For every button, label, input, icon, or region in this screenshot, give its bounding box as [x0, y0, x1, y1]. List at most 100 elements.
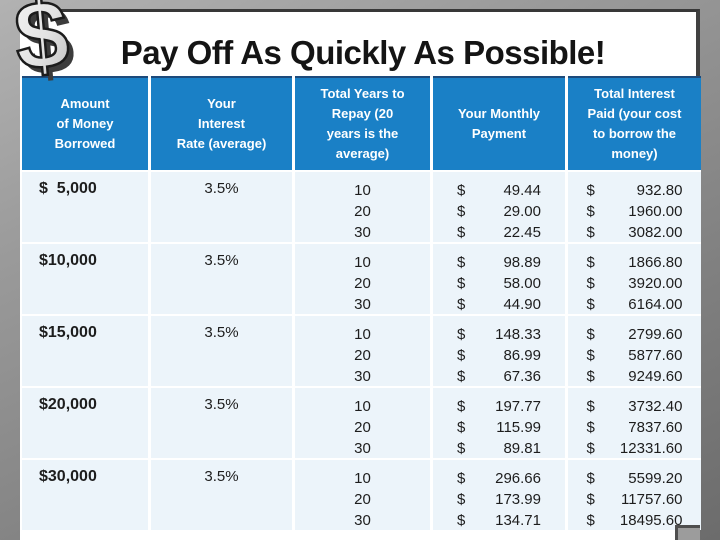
- value-line: $115.99: [457, 417, 541, 438]
- amount-value: 7837.60: [628, 419, 683, 436]
- year-value: 20: [354, 275, 371, 292]
- amount-value: 115.99: [496, 419, 541, 436]
- year-value: 10: [354, 326, 371, 343]
- amount-value: 9249.60: [628, 368, 683, 385]
- currency-symbol: $: [586, 419, 595, 436]
- value-line: $12331.60: [587, 438, 683, 459]
- currency-symbol: $: [586, 296, 595, 313]
- value-line: $98.89: [457, 252, 541, 273]
- currency-symbol: $: [586, 347, 595, 364]
- cell-years-to-repay: 10 20 30: [295, 388, 430, 458]
- value-line: $29.00: [457, 201, 541, 222]
- value-line: $148.33: [457, 324, 541, 345]
- value-line: $1960.00: [587, 201, 683, 222]
- year-value: 10: [354, 182, 371, 199]
- currency-symbol: $: [586, 368, 595, 385]
- column-header-total-interest: Total Interest Paid (your cost to borrow…: [568, 76, 701, 170]
- cell-amount-borrowed: $15,000: [22, 316, 148, 386]
- cell-interest-rate: 3.5%: [151, 388, 292, 458]
- column-header-interest-rate: Your Interest Rate (average): [151, 76, 292, 170]
- value-line: $1866.80: [587, 252, 683, 273]
- value-line: $11757.60: [587, 489, 683, 510]
- year-value: 30: [354, 368, 371, 385]
- amount-value: 89.81: [503, 440, 541, 457]
- cell-years-to-repay: 10 20 30: [295, 244, 430, 314]
- cell-interest-rate: 3.5%: [151, 316, 292, 386]
- value-line: $173.99: [457, 489, 541, 510]
- cell-monthly-payment: $296.66 $173.99 $134.71: [433, 460, 565, 530]
- value-line: $86.99: [457, 345, 541, 366]
- amount-value: 67.36: [503, 368, 541, 385]
- cell-total-interest: $3732.40 $7837.60 $12331.60: [568, 388, 701, 458]
- cell-monthly-payment: $98.89 $58.00 $44.90: [433, 244, 565, 314]
- year-value: 20: [354, 419, 371, 436]
- year-value: 20: [354, 491, 371, 508]
- year-value: 30: [354, 224, 371, 241]
- value-line: $7837.60: [587, 417, 683, 438]
- currency-symbol: $: [586, 512, 595, 529]
- currency-symbol: $: [457, 512, 466, 529]
- year-value: 20: [354, 203, 371, 220]
- value-line: $49.44: [457, 180, 541, 201]
- svg-text:$: $: [16, 0, 79, 88]
- cell-amount-borrowed: $30,000: [22, 460, 148, 530]
- column-header-years-to-repay: Total Years to Repay (20 years is the av…: [295, 76, 430, 170]
- value-line: $932.80: [587, 180, 683, 201]
- amount-value: 6164.00: [628, 296, 683, 313]
- currency-symbol: $: [457, 296, 466, 313]
- currency-symbol: $: [457, 347, 466, 364]
- currency-symbol: $: [457, 440, 466, 457]
- value-line: $18495.60: [587, 510, 683, 531]
- cell-amount-borrowed: $10,000: [22, 244, 148, 314]
- currency-symbol: $: [457, 419, 466, 436]
- cell-interest-rate: 3.5%: [151, 172, 292, 242]
- currency-symbol: $: [586, 254, 595, 271]
- year-value: 30: [354, 512, 371, 529]
- value-line: $9249.60: [587, 366, 683, 387]
- amount-value: 3082.00: [628, 224, 683, 241]
- cell-amount-borrowed: $ 5,000: [22, 172, 148, 242]
- currency-symbol: $: [457, 368, 466, 385]
- amount-value: 58.00: [503, 275, 541, 292]
- currency-symbol: $: [457, 275, 466, 292]
- cell-years-to-repay: 10 20 30: [295, 460, 430, 530]
- currency-symbol: $: [457, 224, 466, 241]
- amount-value: 12331.60: [619, 440, 683, 457]
- loan-payoff-table: Amount of Money Borrowed Your Interest R…: [22, 76, 701, 530]
- value-line: $89.81: [457, 438, 541, 459]
- value-line: $3732.40: [587, 396, 683, 417]
- amount-value: 5599.20: [628, 470, 683, 487]
- value-line: $3082.00: [587, 222, 683, 243]
- currency-symbol: $: [586, 398, 595, 415]
- value-line: $197.77: [457, 396, 541, 417]
- value-line: $5599.20: [587, 468, 683, 489]
- amount-value: 2799.60: [628, 326, 683, 343]
- currency-symbol: $: [586, 275, 595, 292]
- amount-value: 1960.00: [628, 203, 683, 220]
- value-line: $5877.60: [587, 345, 683, 366]
- amount-value: 98.89: [503, 254, 541, 271]
- amount-value: 3920.00: [628, 275, 683, 292]
- slide: Pay Off As Quickly As Possible! Amount o…: [20, 9, 701, 540]
- value-line: $67.36: [457, 366, 541, 387]
- cell-total-interest: $2799.60 $5877.60 $9249.60: [568, 316, 701, 386]
- slide-corner-shadow: [675, 525, 700, 540]
- value-line: $134.71: [457, 510, 541, 531]
- amount-value: 932.80: [636, 182, 683, 199]
- cell-total-interest: $932.80 $1960.00 $3082.00: [568, 172, 701, 242]
- amount-value: 197.77: [495, 398, 541, 415]
- amount-value: 49.44: [503, 182, 541, 199]
- amount-value: 1866.80: [628, 254, 683, 271]
- year-value: 10: [354, 254, 371, 271]
- year-value: 10: [354, 470, 371, 487]
- value-line: $2799.60: [587, 324, 683, 345]
- amount-value: 11757.60: [621, 491, 683, 508]
- cell-interest-rate: 3.5%: [151, 460, 292, 530]
- value-line: $3920.00: [587, 273, 683, 294]
- dollar-sign-graphic: $ $: [9, 0, 79, 88]
- cell-total-interest: $1866.80 $3920.00 $6164.00: [568, 244, 701, 314]
- amount-value: 5877.60: [628, 347, 683, 364]
- cell-monthly-payment: $148.33 $86.99 $67.36: [433, 316, 565, 386]
- amount-value: 173.99: [495, 491, 541, 508]
